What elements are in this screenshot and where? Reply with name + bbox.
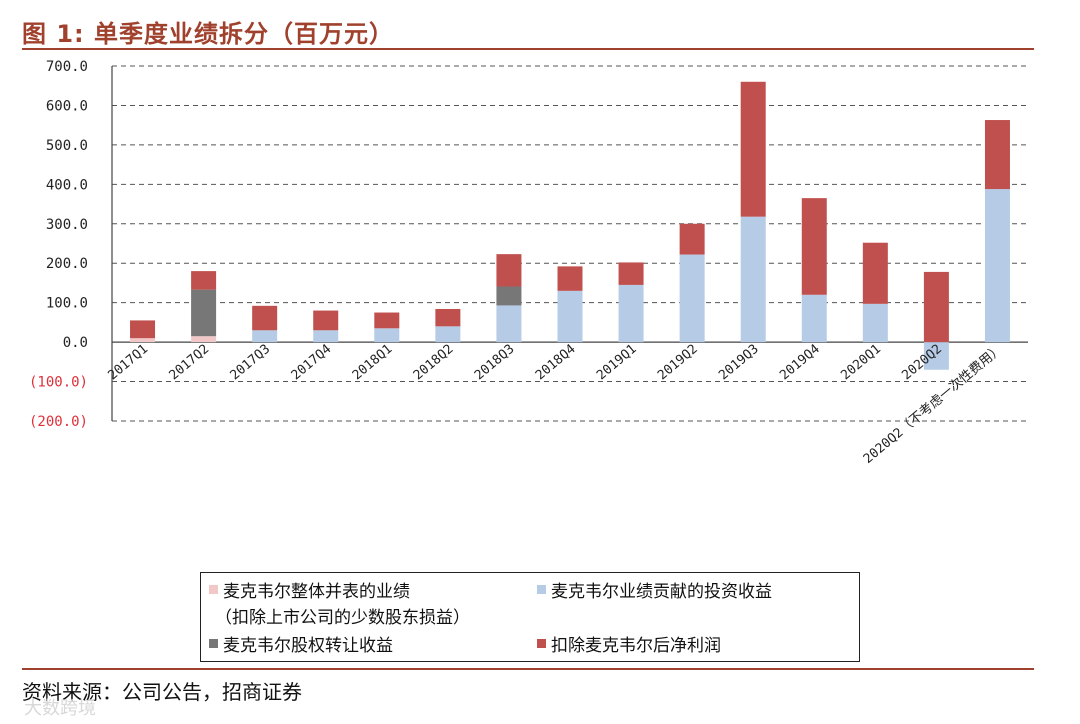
legend: 麦克韦尔整体并表的业绩 （扣除上市公司的少数股东损益） 麦克韦尔业绩贡献的投资收… — [200, 572, 860, 662]
bar-2019Q1-series-2 — [618, 284, 644, 343]
bar-2017Q1-series-1 — [130, 338, 156, 343]
y-tick-label: 200.0 — [46, 256, 88, 272]
bar-2018Q2-series-4 — [435, 308, 461, 327]
x-tick-label: 2017Q4 — [289, 342, 335, 384]
legend-label-series-1-line2: （扣除上市公司的少数股东损益） — [215, 608, 470, 628]
bar-2020Q2（不考虑一次性费用）-series-2 — [984, 189, 1010, 343]
x-tick-label: 2018Q3 — [472, 342, 518, 384]
bar-2018Q4-series-2 — [557, 290, 583, 343]
bar-2018Q3-series-4 — [496, 254, 522, 287]
legend-label-series-3: 麦克韦尔股权转让收益 — [223, 636, 393, 656]
chart-title: 图 1: 单季度业绩拆分（百万元） — [22, 20, 395, 48]
bar-2017Q4-series-2 — [313, 330, 339, 343]
source-note: 资料来源：公司公告，招商证券 — [22, 680, 302, 704]
x-tick-label: 2017Q2 — [167, 342, 213, 384]
x-tick-label: 2018Q4 — [533, 342, 579, 384]
bar-2017Q3-series-4 — [252, 305, 278, 331]
x-tick-label: 2019Q1 — [594, 342, 640, 384]
bar-2018Q3-series-2 — [496, 305, 522, 343]
legend-label-series-4: 扣除麦克韦尔后净利润 — [551, 636, 721, 656]
bar-2018Q3-series-3 — [496, 286, 522, 306]
bar-2020Q1-series-2 — [862, 303, 888, 343]
y-tick-label: 400.0 — [46, 177, 88, 193]
bar-2017Q4-series-4 — [313, 310, 339, 331]
bar-2019Q2-series-2 — [679, 254, 705, 343]
bar-2017Q3-series-2 — [252, 330, 278, 343]
bar-2018Q2-series-2 — [435, 326, 461, 343]
x-tick-label: 2020Q1 — [838, 342, 884, 384]
bar-2019Q1-series-4 — [618, 262, 644, 285]
bar-2020Q2（不考虑一次性费用）-series-4 — [984, 120, 1010, 190]
y-tick-label: 600.0 — [46, 98, 88, 114]
bar-2017Q2-series-3 — [191, 289, 217, 337]
bar-2019Q3-series-4 — [740, 81, 766, 217]
bar-2017Q2-series-1 — [191, 336, 217, 343]
y-tick-label: 700.0 — [46, 59, 88, 75]
bar-2019Q3-series-2 — [740, 216, 766, 343]
y-tick-label: 100.0 — [46, 296, 88, 312]
y-tick-label: 300.0 — [46, 217, 88, 233]
bar-2019Q4-series-4 — [801, 198, 827, 295]
x-tick-label: 2018Q2 — [411, 342, 457, 384]
x-tick-label: 2017Q3 — [228, 342, 274, 384]
watermark: 大数跨境 — [24, 698, 96, 719]
title-rule — [22, 48, 1034, 50]
bar-2020Q1-series-4 — [862, 242, 888, 304]
x-tick-label: 2018Q1 — [350, 342, 396, 384]
bar-2018Q1-series-2 — [374, 328, 400, 343]
legend-swatch-red — [537, 639, 546, 648]
y-tick-label: 500.0 — [46, 138, 88, 154]
x-tick-label: 2019Q2 — [655, 342, 701, 384]
legend-swatch-pink — [209, 585, 218, 594]
bar-2017Q1-series-4 — [130, 320, 156, 339]
bar-2017Q2-series-4 — [191, 271, 217, 290]
legend-label-series-2: 麦克韦尔业绩贡献的投资收益 — [551, 582, 772, 602]
bar-2019Q4-series-2 — [801, 294, 827, 343]
bar-2020Q2-series-4 — [923, 271, 949, 343]
bar-2020Q2-series-2 — [923, 342, 949, 370]
legend-swatch-blue — [537, 585, 546, 594]
y-tick-label: (200.0) — [29, 414, 88, 430]
bar-2019Q2-series-4 — [679, 223, 705, 255]
bar-2018Q4-series-4 — [557, 266, 583, 291]
footer-rule — [22, 668, 1034, 670]
x-tick-label: 2019Q4 — [777, 342, 823, 384]
bar-2018Q1-series-4 — [374, 312, 400, 329]
legend-label-series-1: 麦克韦尔整体并表的业绩 — [223, 582, 410, 602]
y-tick-label: (100.0) — [29, 375, 88, 391]
x-tick-label: 2019Q3 — [716, 342, 762, 384]
y-tick-label: 0.0 — [63, 335, 88, 351]
legend-swatch-gray — [209, 639, 218, 648]
